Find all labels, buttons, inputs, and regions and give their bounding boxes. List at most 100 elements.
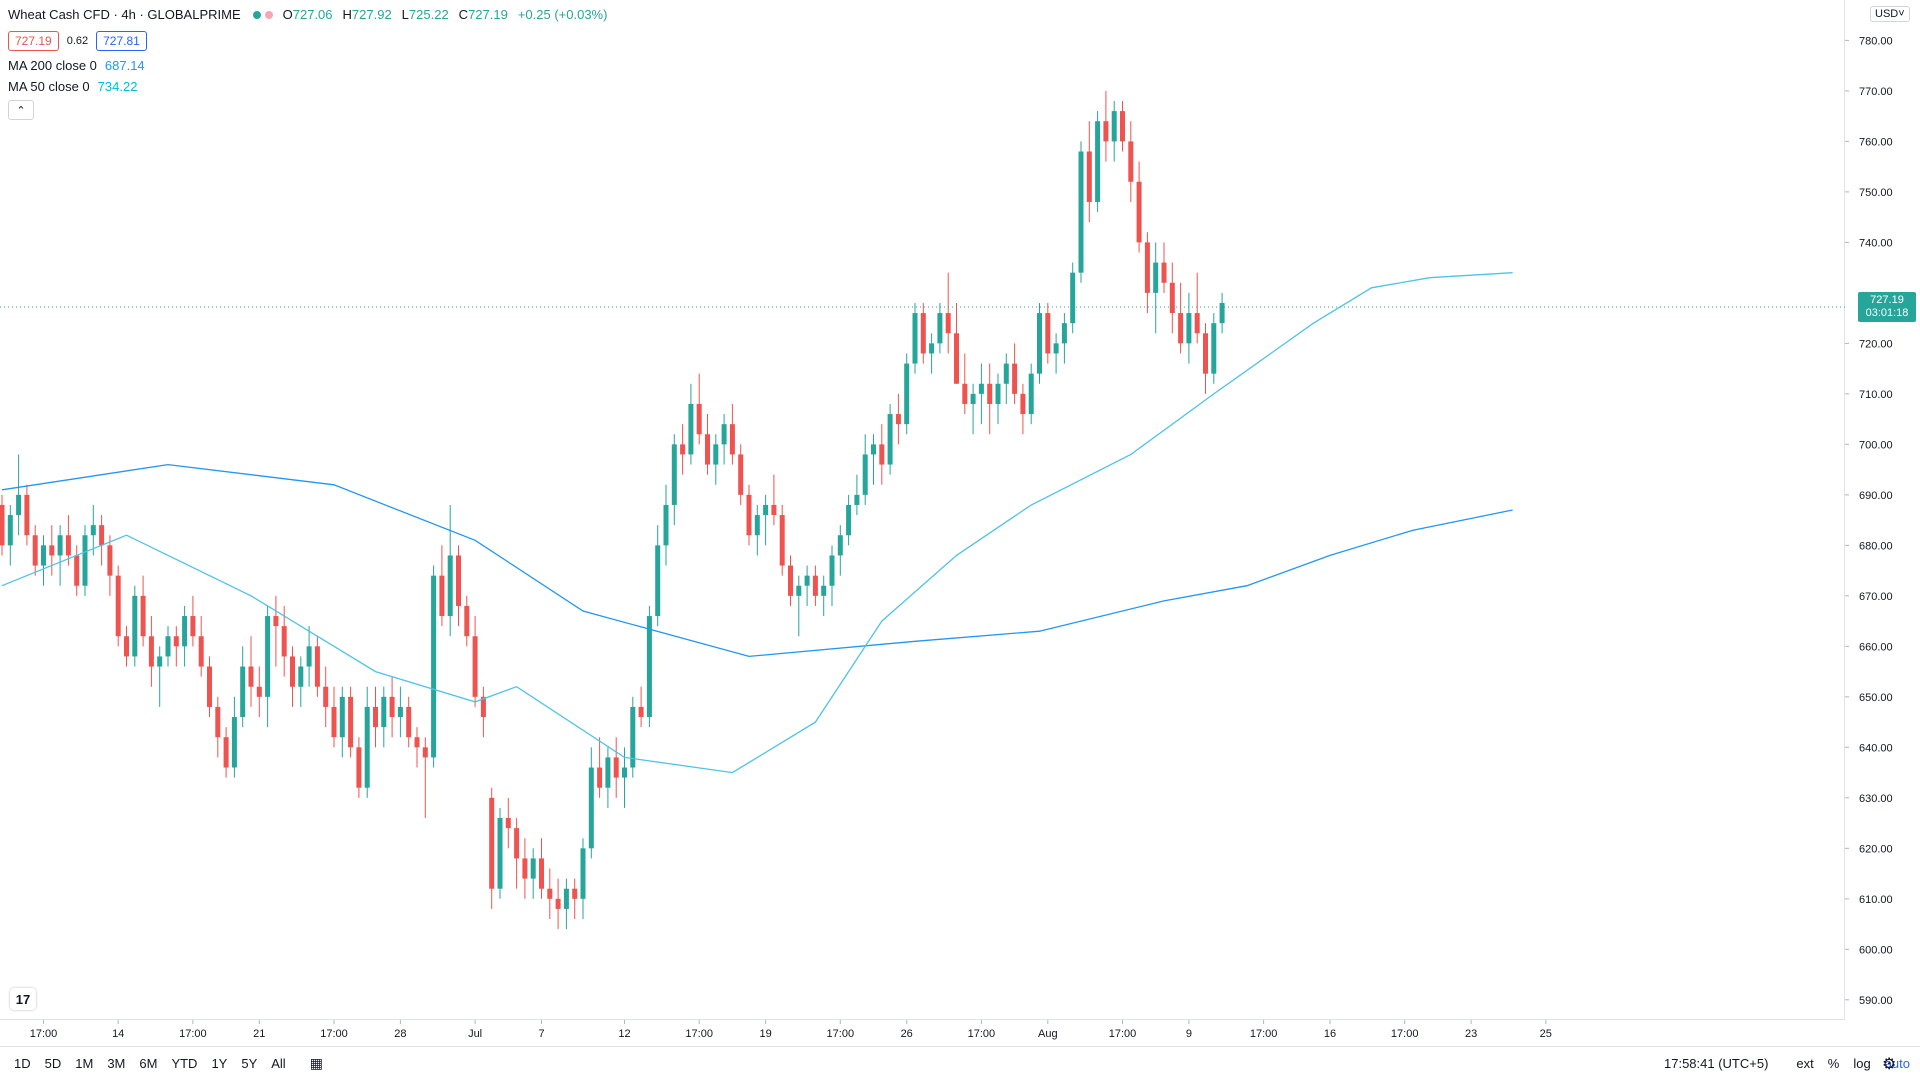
candle-body [265,616,271,697]
toggle-ext[interactable]: ext [1796,1056,1814,1071]
indicator-ma200[interactable]: MA 200 close 0 687.14 [8,58,145,73]
price-tick-label: 770.00 [1859,86,1893,98]
candle-body [1136,181,1142,243]
time-tick-label: 12 [618,1028,630,1040]
date-range-icon[interactable]: ▦ [309,1055,323,1071]
candle-body [812,575,818,596]
candle-body [912,313,918,364]
candle-body [1178,313,1184,344]
timeframe-button[interactable]: 5D [44,1056,62,1071]
candle-body [680,444,686,455]
candle-body [771,504,777,516]
clock-display[interactable]: 17:58:41 (UTC+5) [1664,1056,1769,1071]
candlestick-chart[interactable] [0,0,1845,1020]
time-tick-label: 21 [253,1028,265,1040]
currency-selector[interactable]: USD˅ [1870,6,1910,22]
candle-body [788,565,793,596]
candle-body [215,706,221,738]
time-tick-label: 17:00 [1391,1028,1419,1040]
time-tick-label: 17:00 [30,1028,58,1040]
tradingview-logo-icon[interactable]: 17 [10,988,36,1010]
indicator-ma50[interactable]: MA 50 close 0 734.22 [8,79,137,94]
indicator-label: MA 50 close 0 [8,79,90,94]
price-tick-label: 750.00 [1859,187,1893,199]
candle-body [597,767,603,788]
candle-body [389,696,395,718]
candle-body [987,383,993,404]
candle-body [555,898,561,909]
candle-body [173,636,179,647]
timeframe-button[interactable]: 1Y [211,1056,228,1071]
toggle-auto[interactable]: auto [1884,1056,1910,1071]
toggle-log[interactable]: log [1853,1056,1871,1071]
market-open-icon [252,10,261,19]
ohlc-value: 727.06 [292,7,333,22]
time-tick-label: 25 [1540,1028,1552,1040]
collapse-legend-button[interactable]: ⌃ [8,100,34,120]
timeframe-button[interactable]: 5Y [241,1056,258,1071]
candle-body [356,747,362,788]
time-tick-label: 17:00 [320,1028,348,1040]
toggle-percent[interactable]: % [1827,1056,1840,1071]
price-axis-labels: 590.00 600.00 610.00 620.00 630.00 640.00 650.… [1845,35,1893,1007]
status-dots [252,10,273,19]
candle-body [688,403,694,455]
candle-body [115,575,121,637]
candle-body [456,555,461,606]
candle-body [738,454,744,495]
candle-body [497,818,503,889]
price-tick-label: 670.00 [1859,591,1893,603]
candle-body [314,646,320,687]
candle-body [397,706,403,718]
time-tick-label: 7 [538,1028,544,1040]
candle-body [447,555,453,617]
timeframe-buttons: 1D 5D 1M 3M 6M YTD 1Y 5Y All [6,1056,292,1071]
gear-icon[interactable]: ⚙ [1882,1055,1897,1073]
price-tick-label: 650.00 [1859,692,1893,704]
price-tick-label: 760.00 [1859,136,1893,148]
time-axis[interactable]: 17:00 14 17:00 21 17:00 28 Jul 7 12 17:00 19 17:00 2… [0,1020,1845,1046]
timeframe-button[interactable]: 3M [107,1056,126,1071]
price-axis[interactable]: 590.00 600.00 610.00 620.00 630.00 640.00 650.… [1845,0,1920,1020]
candle-body [406,706,412,738]
ohlc-label: O [282,7,293,22]
candle-body [132,595,138,657]
chevron-up-icon: ⌃ [16,104,26,117]
timeframe-button[interactable]: 1M [75,1056,94,1071]
time-tick-label: 28 [394,1028,406,1040]
candle-body [0,504,5,546]
price-tick-label: 590.00 [1859,995,1893,1007]
time-tick-label: 16 [1324,1028,1336,1040]
candle-body [920,313,926,354]
sell-button[interactable]: 727.19 [8,31,59,51]
symbol-title[interactable]: Wheat Cash CFD · 4h · GLOBALPRIME [8,7,241,22]
candle-body [464,605,470,637]
ohlc-value: 727.92 [351,7,392,22]
time-tick-label: 14 [112,1028,124,1040]
ohlc-label: H [342,7,352,22]
buy-button[interactable]: 727.81 [96,31,147,51]
timeframe-button[interactable]: YTD [171,1056,198,1071]
candle-body [804,575,810,586]
candle-body [754,515,760,536]
candle-body [1203,333,1208,374]
ohlc-value: 727.19 [468,7,508,22]
bar-countdown: 03:01:18 [1865,307,1909,320]
candle-body [1169,282,1175,314]
candle-body [472,636,478,697]
candle-body [124,636,129,657]
timeframe-button[interactable]: 6M [139,1056,158,1071]
candle-body [829,555,835,586]
timeframe-button[interactable]: 1D [14,1056,31,1071]
candle-body [223,737,229,768]
timeframe-button[interactable]: All [271,1056,286,1071]
chart-area[interactable] [0,0,1845,1020]
candle-body [240,666,246,718]
time-tick-label: 17:00 [968,1028,996,1040]
candle-body [530,858,536,879]
candle-body [439,575,445,617]
candle-body [1120,111,1125,142]
candle-body [381,696,387,728]
candle-body [7,515,13,546]
candle-body [1219,302,1225,324]
